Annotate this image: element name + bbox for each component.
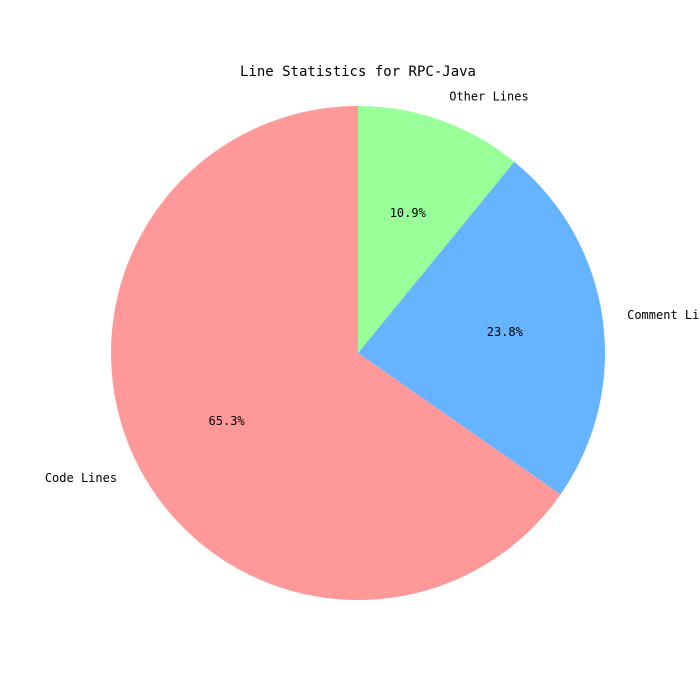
slice-label-other-lines: Other Lines [449,90,528,104]
pie-slice-other-lines [358,106,515,353]
slice-label-code-lines: Code Lines [45,471,117,485]
slice-label-comment-lines: Comment Lines [627,308,700,322]
slice-percent-code-lines: 65.3% [209,414,246,428]
pie-slice-code-lines [110,106,561,601]
slice-percent-other-lines: 10.9% [390,206,427,220]
slice-percent-comment-lines: 23.8% [487,325,524,339]
pie-slice-comment-lines [358,161,605,495]
chart-title: Line Statistics for RPC-Java [240,64,476,80]
pie-labels: Code Lines 65.3% Comment Lines 23.8% Other L… [45,90,700,486]
pie-slices [110,106,605,601]
